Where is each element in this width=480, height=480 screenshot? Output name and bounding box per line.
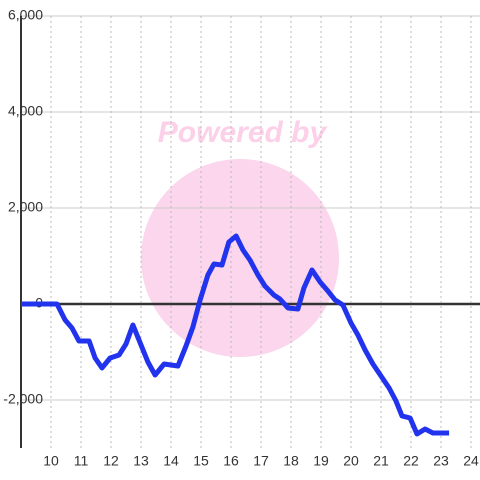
y-tick-label: 4,000 <box>8 103 43 119</box>
x-tick-label: 15 <box>193 453 209 469</box>
x-tick-label: 23 <box>433 453 449 469</box>
x-tick-label: 22 <box>403 453 419 469</box>
x-tick-label: 11 <box>74 453 89 469</box>
x-tick-label: 18 <box>283 453 299 469</box>
x-tick-label: 19 <box>313 453 329 469</box>
x-tick-label: 14 <box>163 453 179 469</box>
x-tick-label: 21 <box>373 453 389 469</box>
plot <box>21 233 450 437</box>
x-tick-label: 12 <box>103 453 119 469</box>
y-tick-label: 2,000 <box>8 199 43 215</box>
x-tick-label: 13 <box>133 453 149 469</box>
y-tick-label: -2,000 <box>3 391 43 407</box>
x-tick-label: 24 <box>463 453 479 469</box>
watermark-text: Powered by <box>158 116 328 149</box>
x-tick-label: 16 <box>223 453 239 469</box>
x-tick-label: 17 <box>253 453 269 469</box>
y-tick-label: 6,000 <box>8 7 43 23</box>
data-line <box>21 233 450 437</box>
x-tick-label: 10 <box>43 453 59 469</box>
x-tick-label: 20 <box>343 453 359 469</box>
